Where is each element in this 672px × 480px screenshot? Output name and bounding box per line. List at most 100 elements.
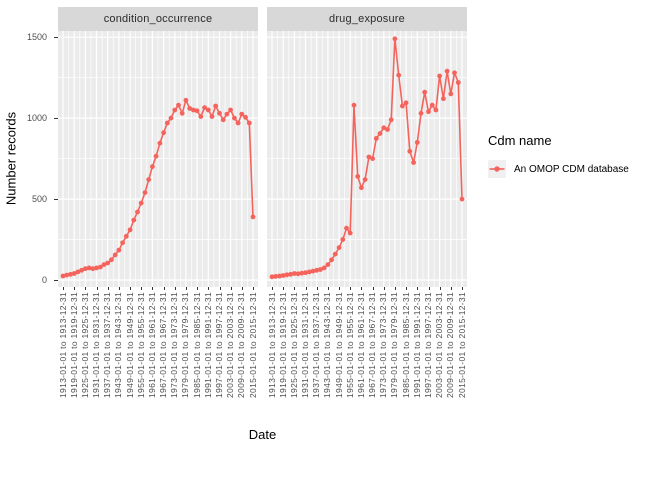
data-point	[310, 268, 316, 274]
data-point	[68, 271, 73, 277]
data-point	[318, 267, 323, 272]
y-tick-label: 0	[41, 275, 47, 285]
data-point	[366, 154, 372, 160]
x-tick-label: 1967-01-01 to 1967-12-31	[158, 292, 169, 398]
x-tick-label: 1961-01-01 to 1961-12-31	[146, 292, 157, 398]
x-tick-label: 1973-01-01 to 1973-12-31	[378, 292, 389, 398]
legend-item-label: An OMOP CDM database	[514, 163, 629, 175]
data-point	[101, 262, 107, 267]
data-point	[250, 214, 256, 220]
data-point	[407, 148, 413, 154]
data-point	[373, 136, 379, 141]
data-point	[153, 153, 159, 159]
data-point	[138, 200, 144, 206]
x-tick-label: 1997-01-01 to 1997-12-31	[423, 292, 433, 398]
data-point	[344, 225, 349, 231]
data-point	[116, 247, 122, 253]
data-point	[396, 72, 402, 78]
data-points	[269, 36, 465, 280]
x-axis-tick	[272, 287, 273, 290]
data-point	[228, 107, 234, 113]
x-tick-label: 1961-01-01 to 1961-12-31	[355, 292, 366, 398]
x-axis-tick	[74, 287, 76, 290]
data-point	[205, 107, 211, 113]
x-axis-tick	[63, 287, 64, 290]
data-point	[426, 109, 431, 115]
data-point	[325, 262, 331, 267]
data-point	[135, 209, 140, 215]
gridlines	[267, 31, 467, 287]
x-tick-label: 1967-01-01 to 1967-12-31	[367, 292, 378, 398]
data-point	[448, 91, 454, 97]
x-axis-tick	[462, 287, 463, 290]
data-point	[385, 127, 390, 132]
data-point	[157, 140, 163, 146]
data-point	[164, 120, 170, 126]
x-tick-label: 1937-01-01 to 1937-12-31	[102, 292, 113, 398]
facet-strip-label: condition_occurrence	[103, 13, 213, 25]
data-point	[269, 274, 275, 280]
x-tick-label: 1991-01-01 to 1991-12-31	[411, 292, 422, 398]
legend: Cdm name An OMOP CDM database	[488, 133, 629, 178]
x-axis-tick	[219, 287, 221, 290]
x-axis-tick	[197, 287, 199, 290]
y-tick-label: 500	[31, 194, 47, 205]
x-tick-label: 1985-01-01 to 1985-12-31	[400, 292, 411, 398]
data-point	[109, 257, 114, 263]
data-point	[75, 269, 81, 275]
data-point	[347, 230, 353, 236]
data-point	[60, 273, 66, 279]
x-tick-label: 1955-01-01 to 1955-12-31	[344, 292, 355, 398]
legend-key-point	[494, 166, 500, 172]
x-tick-label: 2009-01-01 to 2009-12-31	[445, 292, 456, 398]
x-tick-label: 1919-01-01 to 1919-12-31	[68, 292, 79, 398]
x-tick-label: 2003-01-01 to 2003-12-31	[225, 292, 236, 398]
data-point	[194, 108, 200, 114]
data-point	[246, 120, 252, 126]
y-tick-label: 1500	[26, 32, 47, 43]
x-tick-label: 1991-01-01 to 1991-12-31	[202, 292, 213, 398]
x-axis-tick	[253, 287, 254, 290]
legend-title: Cdm name	[488, 133, 552, 148]
x-axis-tick	[230, 287, 232, 290]
x-tick-label: 2015-01-01 to 2015-12-31	[456, 292, 467, 398]
data-point	[370, 156, 375, 161]
x-tick-label: 1949-01-01 to 1949-12-31	[333, 292, 344, 398]
data-point	[295, 271, 301, 277]
data-point	[235, 120, 241, 126]
x-tick-label: 1913-01-01 to 1913-12-31	[57, 292, 68, 398]
data-point	[198, 114, 204, 119]
x-axis-tick	[174, 287, 176, 290]
data-point	[277, 273, 282, 279]
x-axis-tick	[241, 287, 243, 290]
facet-panel-condition-occurrence	[58, 31, 258, 287]
data-point	[303, 270, 308, 276]
data-point	[422, 89, 428, 95]
data-point	[127, 227, 133, 233]
data-point	[288, 271, 293, 277]
data-point	[209, 114, 215, 119]
panel-svg	[267, 31, 467, 287]
data-point	[411, 160, 416, 166]
data-point	[168, 115, 174, 121]
data-point	[381, 125, 387, 131]
y-tick-label: 1000	[26, 113, 47, 124]
y-axis-tick	[53, 280, 58, 281]
x-axis-tick	[283, 287, 285, 290]
data-point	[86, 265, 92, 271]
data-point	[83, 266, 88, 272]
x-axis-tick	[417, 287, 419, 290]
data-point	[64, 272, 70, 278]
x-tick-label: 1985-01-01 to 1985-12-31	[191, 292, 202, 398]
data-point	[299, 270, 305, 276]
panel-svg	[58, 31, 258, 287]
data-point	[392, 36, 398, 42]
x-tick-label: 1997-01-01 to 1997-12-31	[214, 292, 224, 398]
x-tick-label: 1937-01-01 to 1937-12-31	[311, 292, 322, 398]
y-axis-tick	[53, 118, 58, 120]
data-point	[403, 100, 409, 106]
data-point	[459, 196, 465, 202]
data-point	[441, 96, 446, 102]
data-point	[224, 111, 230, 117]
data-point	[183, 97, 189, 103]
